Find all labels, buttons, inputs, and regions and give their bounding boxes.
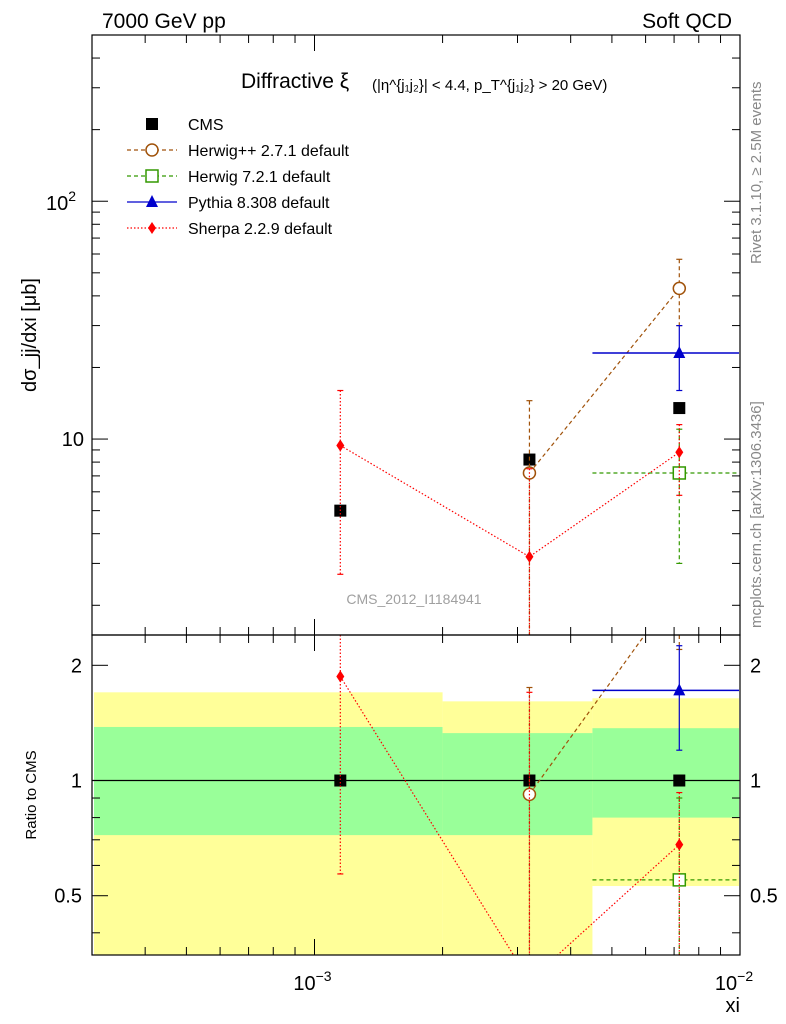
ratio-y-axis-label: Ratio to CMS: [23, 750, 40, 839]
data-point: [336, 439, 345, 452]
analysis-watermark: CMS_2012_I1184941: [346, 591, 481, 607]
ratio-tick-label: 2: [71, 655, 82, 677]
legend-entry: CMS: [146, 117, 224, 134]
legend-marker: [145, 169, 159, 183]
source-label: mcplots.cern.ch [arXiv:1306.3436]: [748, 401, 765, 628]
legend-marker: [148, 222, 156, 234]
series-line: [340, 444, 680, 558]
ratio-tick-label: 0.5: [750, 886, 778, 908]
y-tick-label: 10: [62, 429, 84, 451]
category-label: Soft QCD: [642, 10, 732, 33]
series-pythia: [592, 645, 739, 751]
legend-entry: Herwig 7.2.1 default: [127, 169, 331, 186]
data-point: [672, 281, 687, 296]
legend-label: Herwig 7.2.1 default: [188, 169, 331, 186]
legend: CMS Herwig++ 2.7.1 default Herwig 7.2.1 de…: [127, 117, 350, 238]
energy-label: 7000 GeV pp: [102, 10, 226, 33]
x-tick-label: 10−3: [293, 968, 331, 995]
rivet-label: Rivet 3.1.10, ≥ 2.5M events: [748, 82, 765, 265]
data-point: [673, 346, 686, 359]
series-herwig: [592, 428, 739, 565]
data-point: [336, 670, 345, 683]
data-point: [675, 838, 684, 851]
chart-title-cut: (|η^{j₁j₂}| < 4.4, p_T^{j₁j₂} > 20 GeV): [372, 77, 607, 94]
y-tick-label: 102: [46, 188, 76, 215]
series-sherpa: [336, 389, 684, 635]
data-point: [673, 774, 686, 787]
axes: 10−3 10−2 10 102 0.5 0.5 1 1 2 2: [46, 34, 778, 995]
legend-entry: Pythia 8.308 default: [127, 195, 330, 212]
series-sherpa: [336, 635, 684, 955]
legend-label: Pythia 8.308 default: [188, 195, 330, 212]
series-line: [528, 288, 680, 474]
legend-label: Sherpa 2.2.9 default: [188, 221, 333, 238]
data-point: [673, 683, 686, 696]
legend-entry: Sherpa 2.2.9 default: [127, 221, 333, 238]
ratio-tick-label: 1: [71, 771, 82, 793]
ratio-tick-label: 1: [750, 771, 761, 793]
ratio-series: [334, 635, 739, 955]
legend-label: CMS: [188, 117, 224, 134]
data-point: [525, 550, 534, 563]
ratio-tick-label: 0.5: [54, 886, 82, 908]
series-cms: [334, 402, 686, 517]
legend-marker: [145, 143, 159, 157]
ratio-tick-label: 2: [750, 655, 761, 677]
data-point: [675, 446, 684, 459]
x-axis-label: xi: [726, 995, 740, 1017]
ratio-plot-frame: [91, 634, 741, 956]
series-herwig: [592, 797, 739, 955]
chart-title: Diffractive ξ: [241, 70, 349, 93]
y-axis-label: dσ_jj/dxi [μb]: [19, 278, 41, 392]
chart-title-main: Diffractive ξ: [241, 70, 349, 93]
series-herwig: [522, 258, 687, 635]
main-series: [334, 258, 739, 635]
ratio-band-inner: [442, 733, 593, 836]
legend-marker: [146, 195, 158, 207]
ratio-band-inner: [592, 728, 739, 818]
data-point: [673, 402, 686, 415]
series-pythia: [592, 324, 739, 392]
data-point: [334, 774, 347, 787]
legend-marker: [146, 118, 158, 130]
legend-entry: Herwig++ 2.7.1 default: [127, 143, 350, 160]
legend-label: Herwig++ 2.7.1 default: [188, 143, 350, 160]
x-tick-label: 10−2: [715, 968, 753, 995]
ratio-bands: [92, 692, 740, 955]
series-line: [339, 676, 680, 955]
